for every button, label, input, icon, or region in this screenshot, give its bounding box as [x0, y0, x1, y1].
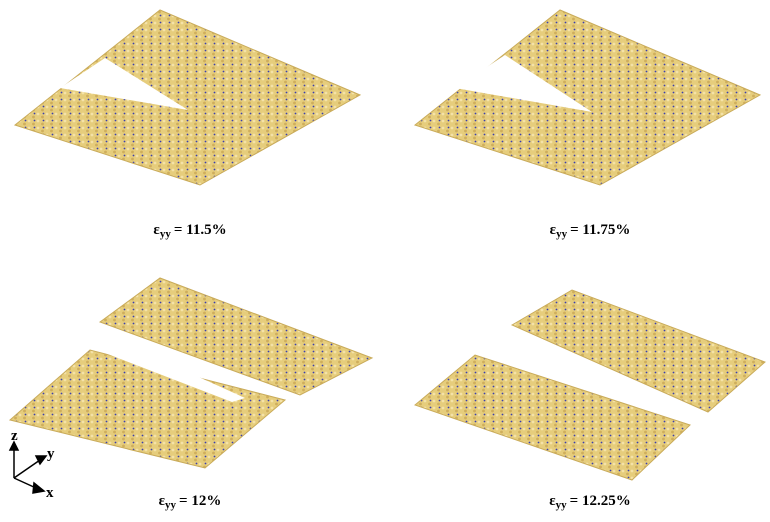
strain-label: εyy= 12.25%	[549, 493, 630, 511]
figure: εyy= 11.5% εyy= 11.75% εyy= 12% εyy= 12.…	[0, 0, 770, 522]
panel-3: εyy= 12%	[10, 278, 372, 511]
value: = 11.5%	[174, 222, 227, 238]
axis-triad	[10, 442, 46, 493]
axis-label: z	[11, 428, 18, 444]
panel-1: εyy= 11.5%	[15, 10, 360, 240]
value: = 11.75%	[570, 222, 630, 238]
strain-label: εyy= 11.75%	[550, 222, 631, 240]
panel-4: εyy= 12.25%	[415, 290, 765, 511]
axis-label: y	[47, 446, 55, 462]
arrowhead	[36, 456, 46, 464]
sheet	[15, 10, 360, 185]
x-arrow	[14, 478, 36, 488]
arrowhead	[33, 483, 44, 493]
subscript: yy	[160, 228, 172, 240]
subscript: yy	[556, 228, 568, 240]
axis-label: x	[46, 485, 54, 501]
value: = 12.25%	[570, 493, 631, 509]
subscript: yy	[165, 499, 177, 511]
y-arrow	[14, 460, 40, 478]
sheet	[415, 10, 760, 185]
panel-2: εyy= 11.75%	[415, 10, 760, 240]
strain-label: εyy= 12%	[159, 493, 222, 511]
subscript: yy	[556, 499, 568, 511]
strain-label: εyy= 11.5%	[153, 222, 226, 240]
value: = 12%	[179, 493, 221, 509]
